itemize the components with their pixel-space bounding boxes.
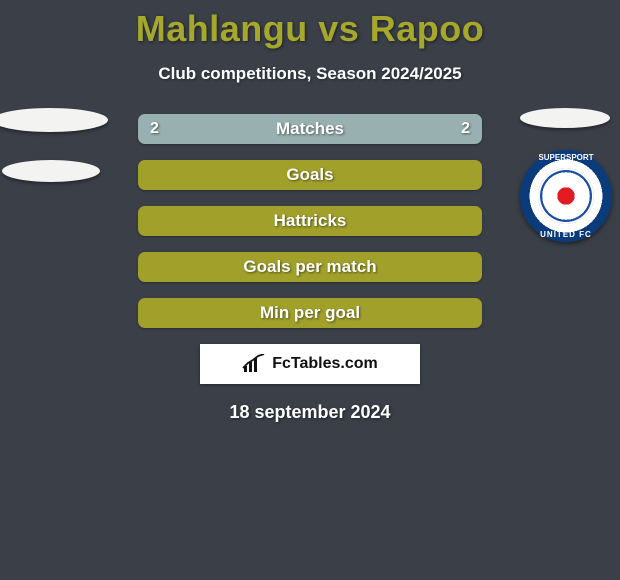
stat-label: Goals per match [138, 257, 482, 277]
right-player-placeholder: SUPERSPORT UNITED FC [520, 108, 612, 242]
stat-left-value: 2 [150, 120, 159, 138]
stat-label: Hattricks [138, 211, 482, 231]
brand-box: FcTables.com [200, 344, 420, 384]
placeholder-ellipse [520, 108, 610, 128]
stat-label: Min per goal [138, 303, 482, 323]
stat-row: Goals [138, 160, 482, 190]
subtitle: Club competitions, Season 2024/2025 [0, 64, 620, 84]
stat-row: Hattricks [138, 206, 482, 236]
club-logo-top-text: SUPERSPORT [538, 153, 593, 162]
content: SUPERSPORT UNITED FC 2Matches2 Goals Hattr… [0, 114, 620, 423]
stat-label: Matches [138, 119, 482, 139]
stat-bars: 2Matches2 Goals Hattricks Goals per match Mi… [138, 114, 482, 328]
brand-chart-icon [242, 354, 266, 374]
brand-name: FcTables.com [272, 355, 378, 373]
club-logo: SUPERSPORT UNITED FC [520, 150, 612, 242]
stat-label: Goals [138, 165, 482, 185]
placeholder-ellipse [0, 108, 108, 132]
stat-right-value: 2 [461, 120, 470, 138]
stat-row: 2Matches2 [138, 114, 482, 144]
stat-row: Goals per match [138, 252, 482, 282]
page-title: Mahlangu vs Rapoo [0, 0, 620, 50]
club-logo-bottom-text: UNITED FC [540, 230, 592, 239]
placeholder-ellipse [2, 160, 100, 182]
date: 18 september 2024 [0, 402, 620, 423]
left-player-placeholder [0, 108, 108, 182]
stat-row: Min per goal [138, 298, 482, 328]
